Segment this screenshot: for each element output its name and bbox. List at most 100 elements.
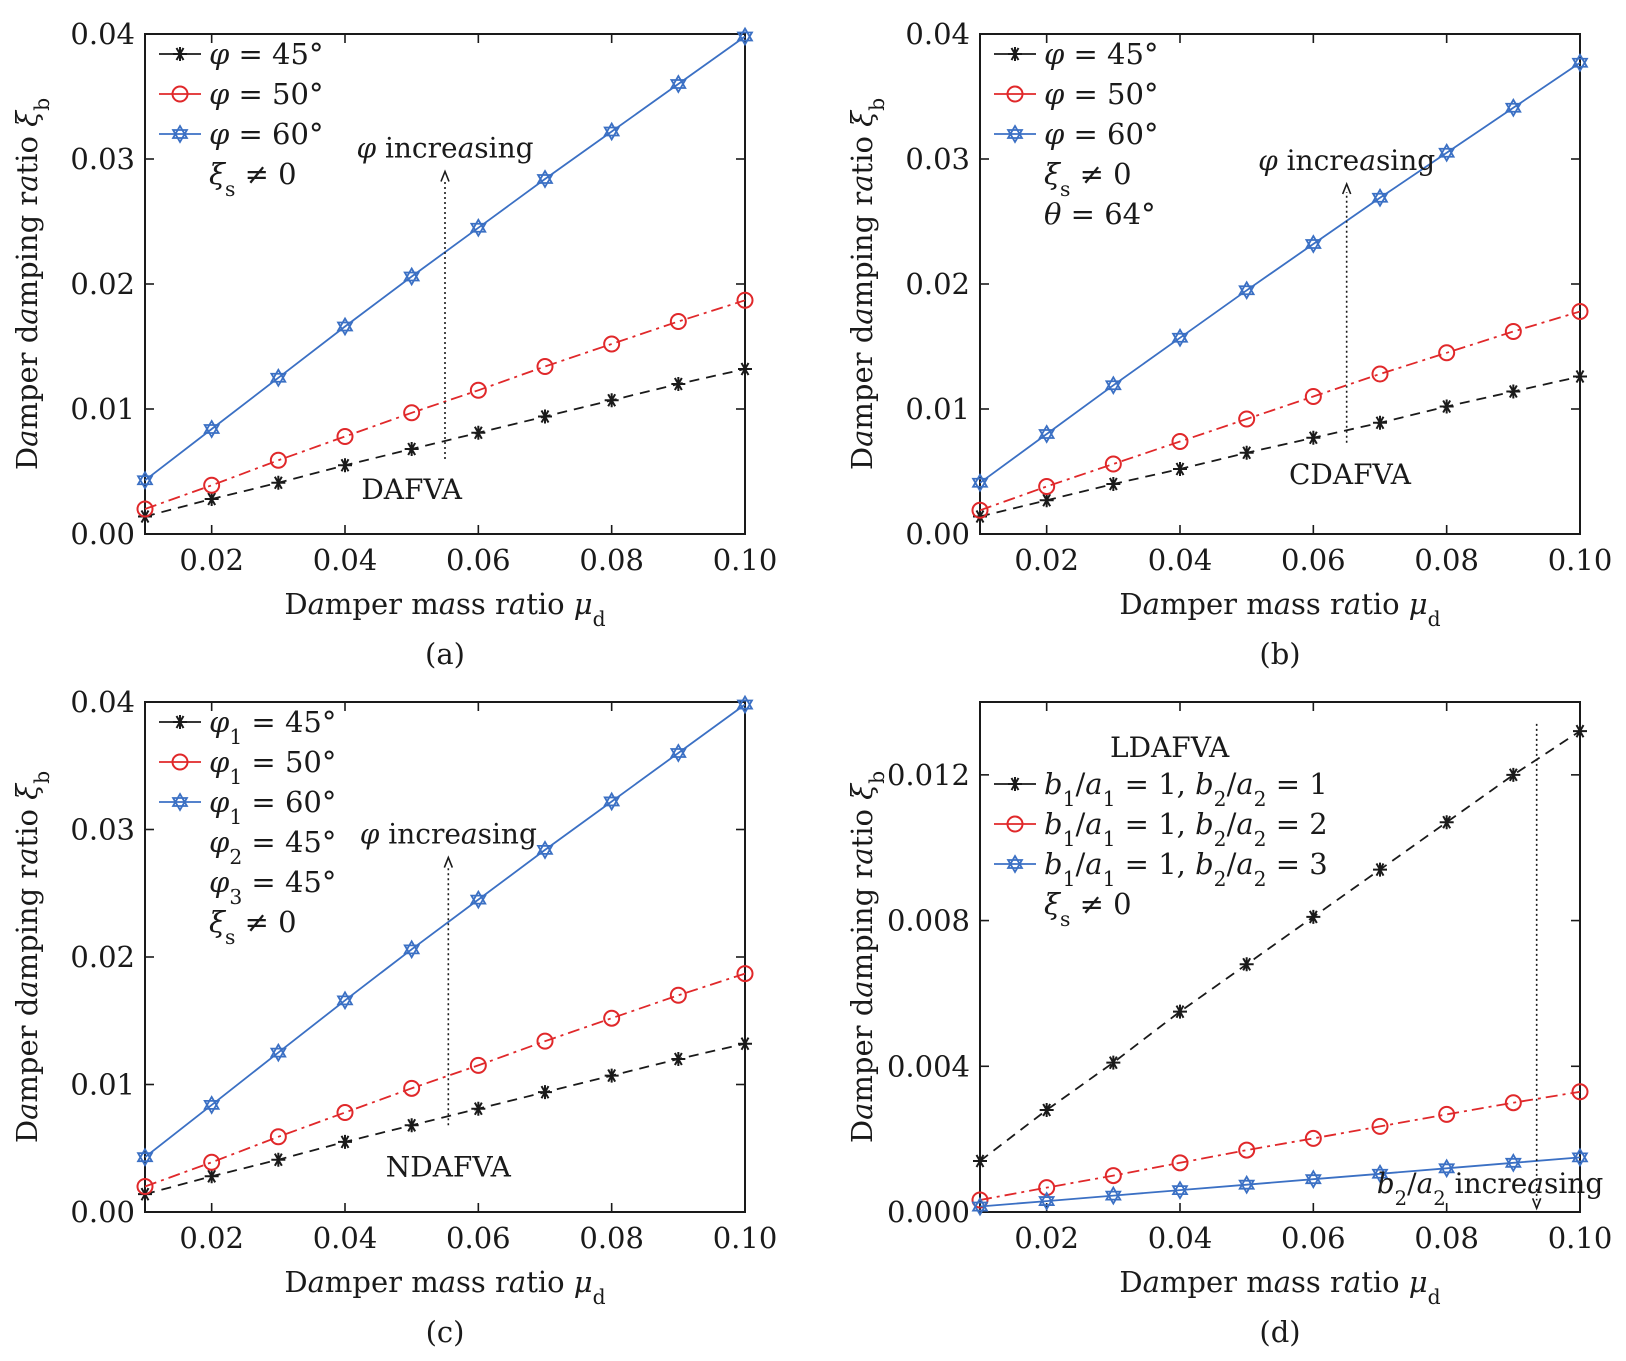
arrow-head	[440, 169, 450, 182]
series-line	[979, 1156, 1581, 1208]
data-point	[1238, 410, 1256, 428]
series-line	[144, 703, 746, 1158]
data-point	[536, 358, 554, 375]
data-point	[736, 694, 754, 715]
data-point	[1504, 1094, 1522, 1112]
series-2	[971, 52, 1589, 493]
data-point	[1371, 187, 1389, 208]
legend-label: φ = 50°	[1044, 77, 1158, 111]
y-axis-label: Damper damping ratio ξb	[845, 771, 889, 1143]
data-point	[1506, 384, 1521, 399]
data-point	[203, 476, 221, 494]
data-point	[204, 1169, 219, 1184]
data-point	[1304, 234, 1322, 254]
legend-label: φ = 60°	[209, 117, 323, 151]
data-point	[1571, 52, 1589, 73]
y-tick-label: 0.008	[887, 904, 970, 938]
x-axis-label: Damper mass ratio μd	[1119, 1265, 1440, 1309]
data-point	[203, 1153, 221, 1171]
data-point	[538, 1085, 552, 1100]
panel-caption: (a)	[425, 637, 465, 671]
arrow-label: φ increasing	[356, 132, 533, 165]
panel-caption: (d)	[1259, 1315, 1300, 1349]
data-point	[1371, 365, 1389, 383]
legend-marker	[1006, 124, 1024, 144]
data-point	[269, 1128, 287, 1146]
x-tick-label: 0.06	[1281, 1221, 1346, 1255]
data-point	[203, 419, 221, 439]
data-point	[1373, 415, 1387, 430]
legend-label: φ1 = 50°	[209, 745, 336, 789]
data-point	[1438, 1158, 1456, 1179]
legend-marker	[171, 792, 189, 812]
data-point	[469, 217, 487, 238]
data-point	[1239, 957, 1254, 972]
y-tick-label: 0.03	[70, 813, 135, 847]
data-point	[1504, 97, 1522, 118]
legend-label: b1/a1 = 1, b2/a2 = 2	[1044, 807, 1328, 851]
data-point	[604, 393, 619, 408]
data-point	[469, 381, 487, 399]
data-point	[1573, 369, 1587, 384]
data-point	[1238, 1141, 1256, 1159]
model-label: DAFVA	[361, 473, 462, 506]
model-label: NDAFVA	[386, 1150, 512, 1183]
x-tick-label: 0.02	[179, 1221, 244, 1255]
x-tick-label: 0.02	[1014, 1221, 1079, 1255]
data-point	[738, 362, 752, 376]
data-point	[1438, 1105, 1456, 1123]
y-tick-label: 0.02	[905, 267, 970, 301]
data-point	[738, 1036, 752, 1051]
series-2	[971, 1147, 1589, 1217]
arrow-label: b2/a2 increasing	[1377, 1167, 1604, 1210]
y-tick-label: 0.00	[70, 517, 135, 551]
data-point	[1573, 724, 1587, 739]
legend-label: φ = 50°	[209, 77, 323, 111]
legend-marker	[1006, 854, 1024, 874]
data-point	[269, 1042, 287, 1063]
data-point	[1039, 493, 1054, 508]
data-point	[671, 377, 686, 391]
series-0	[973, 369, 1587, 524]
x-tick-label: 0.04	[1148, 1221, 1213, 1255]
y-tick-label: 0.02	[70, 940, 135, 974]
y-tick-label: 0.012	[887, 758, 970, 792]
data-point	[1106, 477, 1121, 491]
y-tick-label: 0.00	[70, 1195, 135, 1229]
legend-marker	[1006, 85, 1024, 103]
data-point	[1504, 323, 1522, 340]
y-tick-label: 0.01	[70, 1068, 135, 1102]
series-1	[971, 303, 1589, 519]
data-point	[1038, 1191, 1056, 1211]
series-1	[136, 291, 754, 518]
x-tick-label: 0.08	[1414, 1221, 1479, 1255]
data-point	[971, 1196, 989, 1217]
data-point	[1304, 1129, 1322, 1147]
series-1	[136, 965, 754, 1195]
data-point	[1173, 462, 1187, 476]
data-point	[671, 1052, 686, 1066]
x-axis-label: Damper mass ratio μd	[1119, 587, 1440, 631]
data-point	[136, 1178, 154, 1195]
legend-marker	[171, 753, 189, 771]
data-point	[469, 1056, 487, 1074]
x-tick-label: 0.04	[313, 1221, 378, 1255]
x-tick-label: 0.10	[713, 1221, 778, 1255]
series-line	[144, 972, 746, 1188]
legend-marker	[1006, 815, 1024, 833]
data-point	[336, 428, 354, 445]
data-point	[971, 472, 989, 493]
arrow-label: φ increasing	[1258, 144, 1435, 177]
data-point	[338, 458, 352, 473]
data-point	[404, 1118, 419, 1133]
data-point	[338, 1134, 352, 1149]
arrow-label: φ increasing	[360, 818, 537, 851]
y-tick-label: 0.01	[905, 392, 970, 426]
data-point	[1038, 478, 1056, 495]
legend-marker	[173, 715, 187, 729]
data-point	[603, 791, 621, 812]
panel-title: LDAFVA	[1110, 731, 1230, 764]
data-point	[1104, 455, 1122, 473]
legend-label: φ = 45°	[1044, 37, 1158, 71]
